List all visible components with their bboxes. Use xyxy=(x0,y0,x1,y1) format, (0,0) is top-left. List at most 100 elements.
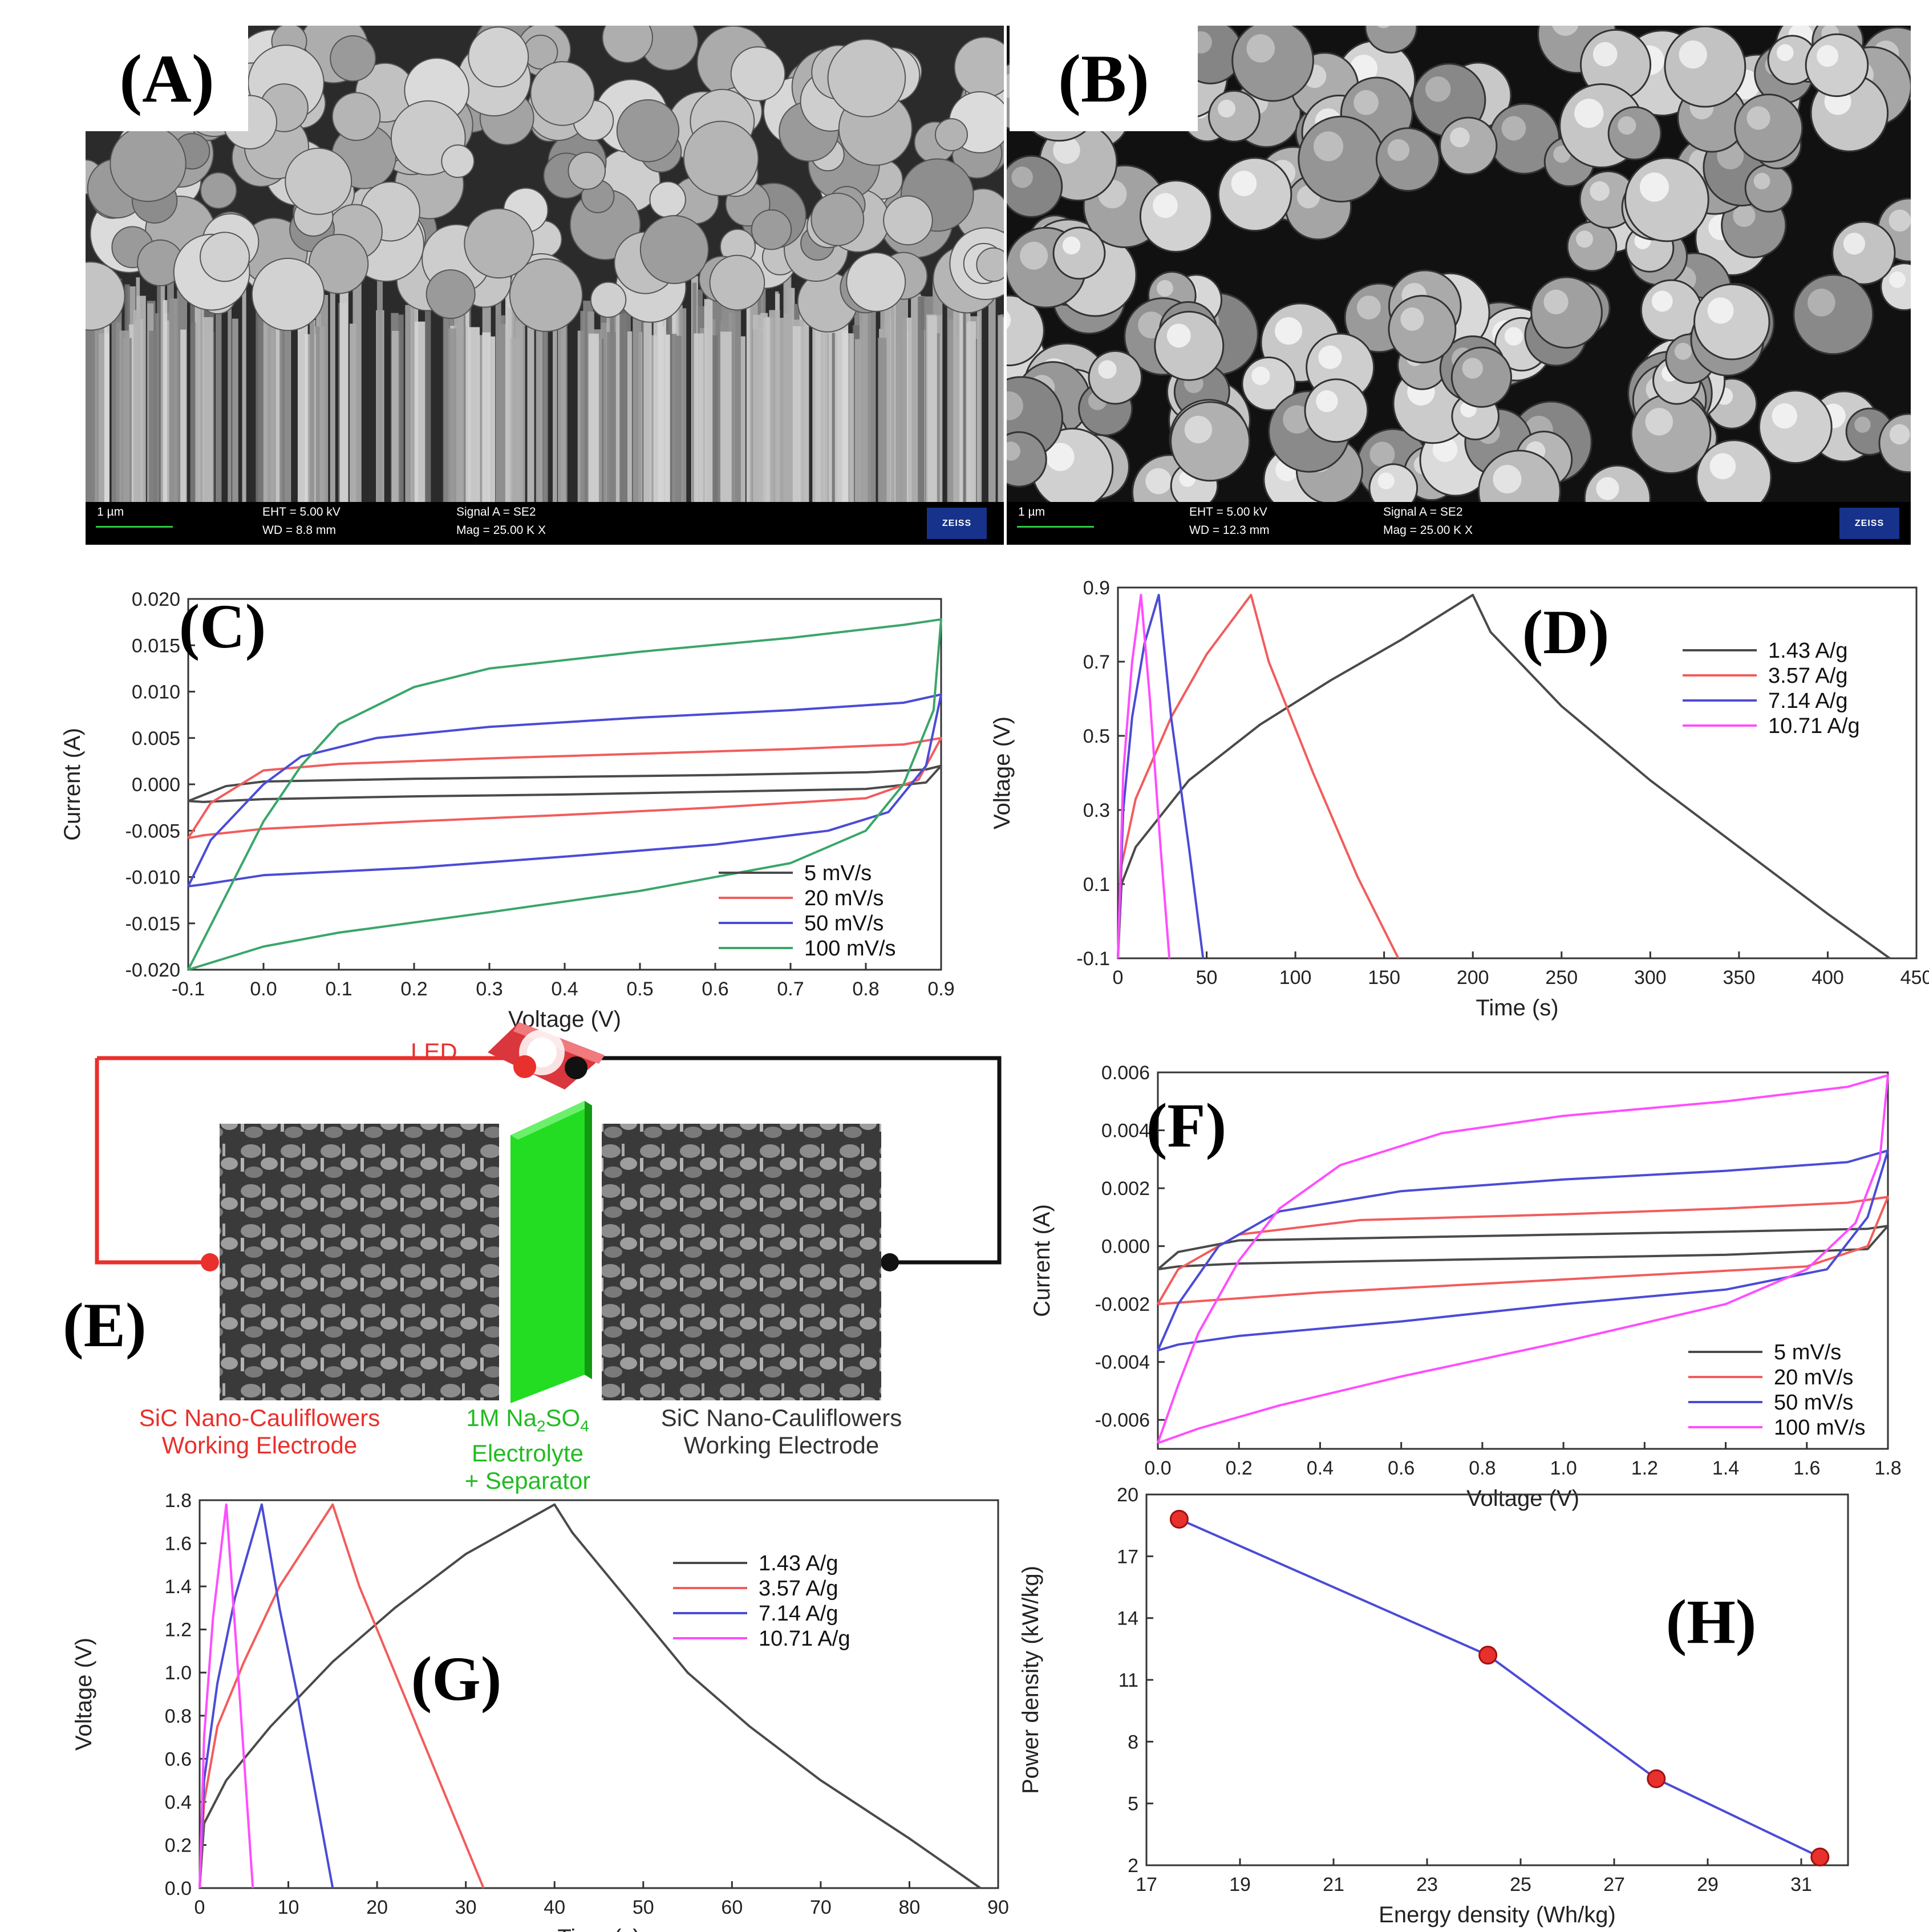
legend-label: 1.43 A/g xyxy=(1768,639,1847,663)
y-tick-label: 0.000 xyxy=(132,774,180,796)
y-tick-label: -0.002 xyxy=(1095,1294,1150,1315)
x-tick-label: 0.4 xyxy=(1307,1457,1334,1479)
y-tick-label: -0.010 xyxy=(125,867,180,889)
series-line xyxy=(198,1503,485,1889)
nanowire-forest xyxy=(86,271,1004,502)
chart-g: 0 10 20 30 40 50 60 70 80 90 0.0 0.2 0.4 0.6 0.8 1.0 1.2… xyxy=(68,1483,1009,1932)
series-line xyxy=(1157,1074,1889,1444)
legend-label: 50 mV/s xyxy=(1774,1391,1853,1415)
panel-label: (G) xyxy=(411,1644,502,1714)
panel-label: (F) xyxy=(1146,1091,1226,1160)
y-tick-label: -0.1 xyxy=(1076,948,1110,970)
y-tick-label: -0.020 xyxy=(125,959,180,981)
series-line xyxy=(1117,594,1171,959)
y-tick-label: 8 xyxy=(1128,1731,1138,1753)
x-tick-label: 90 xyxy=(987,1897,1009,1918)
chart-h: 17 19 21 23 25 27 29 31 2 5 8 11 14 17 20 Energy densit… xyxy=(1015,1477,1928,1932)
legend-label: 20 mV/s xyxy=(1774,1366,1853,1390)
legend-label: 100 mV/s xyxy=(1774,1416,1866,1440)
electrolyte-sub2: 4 xyxy=(580,1417,589,1435)
x-tick-label: 29 xyxy=(1697,1874,1719,1895)
y-tick-label: -0.006 xyxy=(1095,1409,1150,1431)
panel-label: (H) xyxy=(1666,1587,1757,1656)
x-tick-label: 450 xyxy=(1900,967,1929,989)
separator-slab xyxy=(510,1101,592,1403)
x-tick-label: 0.5 xyxy=(626,978,653,1000)
gcd-chart-d: 0 50 100 150 200 250 300 350 400 450 -0.1 0.1 0.3 0.5… xyxy=(990,577,1929,1020)
chart-d: 0 50 100 150 200 250 300 350 400 450 -0.1 0.1 0.3 0.5… xyxy=(970,565,1929,1030)
x-tick-label: 1.4 xyxy=(1712,1457,1739,1479)
x-tick-label: 0.9 xyxy=(927,978,954,1000)
data-point xyxy=(1169,1509,1189,1529)
x-tick-label: 30 xyxy=(455,1897,477,1918)
x-tick-label: 50 xyxy=(1196,967,1218,989)
red-wire xyxy=(95,1058,211,1265)
x-tick-label: 0.7 xyxy=(777,978,804,1000)
y-tick-label: 0.9 xyxy=(1083,577,1110,599)
series-line xyxy=(187,693,942,888)
x-tick-label: 21 xyxy=(1323,1874,1344,1895)
x-tick-label: 31 xyxy=(1790,1874,1812,1895)
legend-label: 5 mV/s xyxy=(1774,1340,1841,1364)
x-tick-label: 0.8 xyxy=(1469,1457,1496,1479)
x-tick-label: 100 xyxy=(1279,967,1312,989)
x-tick-label: 0.3 xyxy=(476,978,502,1000)
plot-frame xyxy=(1157,1071,1889,1450)
y-tick-label: 17 xyxy=(1117,1546,1138,1568)
legend-label: 7.14 A/g xyxy=(1768,689,1847,713)
x-tick-label: 0.4 xyxy=(551,978,578,1000)
panel-label-b: (B) xyxy=(1010,26,1198,131)
x-tick-label: 0.8 xyxy=(852,978,879,1000)
y-tick-label: 0.000 xyxy=(1101,1236,1150,1258)
wd-readout: WD = 12.3 mm xyxy=(1189,524,1270,537)
x-tick-label: 400 xyxy=(1812,967,1844,989)
x-tick-label: 1.8 xyxy=(1874,1457,1901,1479)
series-line xyxy=(1117,594,1400,959)
x-tick-label: 60 xyxy=(721,1897,743,1918)
legend-label: 100 mV/s xyxy=(804,937,896,961)
legend-label: 7.14 A/g xyxy=(759,1602,838,1626)
cauliflower-particles xyxy=(1007,26,1911,533)
panel-label: (D) xyxy=(1522,597,1610,667)
panel-label: (C) xyxy=(179,592,266,661)
zeiss-logo: ZEISS xyxy=(927,508,987,539)
y-tick-label: 1.2 xyxy=(165,1619,192,1641)
y-tick-label: 1.0 xyxy=(165,1662,192,1684)
cv-chart-c: -0.1 0.0 0.1 0.2 0.3 0.4 0.5 0.6 0.7 0.8 0.9 -0.020… xyxy=(60,589,955,1032)
x-tick-label: 300 xyxy=(1634,967,1667,989)
panel-label-e: (E) xyxy=(63,1290,147,1360)
cv-chart-f: 0.0 0.2 0.4 0.6 0.8 1.0 1.2 1.4 1.6 1.8 -0.006 -0.0… xyxy=(1030,1062,1902,1511)
y-tick-label: 0.004 xyxy=(1101,1120,1150,1142)
series-line xyxy=(188,764,942,803)
sem-info-bar-a: 1 µm EHT = 5.00 kV WD = 8.8 mm Signal A … xyxy=(86,502,1004,545)
x-tick-label: 0.6 xyxy=(702,978,728,1000)
device-diagram-e: LED (E) SiC Nano-Cauliflowers Working El… xyxy=(0,1021,1004,1494)
x-tick-label: 40 xyxy=(544,1897,565,1918)
y-tick-label: 0.3 xyxy=(1083,800,1110,821)
x-axis-label: Energy density (Wh/kg) xyxy=(1379,1902,1616,1927)
y-tick-label: 0.015 xyxy=(132,635,180,657)
x-tick-label: 1.6 xyxy=(1793,1457,1820,1479)
series-line xyxy=(1117,594,1891,959)
x-tick-label: 50 xyxy=(633,1897,654,1918)
series-line xyxy=(187,618,942,971)
series-line xyxy=(1178,1518,1821,1858)
x-tick-label: 25 xyxy=(1510,1874,1531,1895)
panel-label-a: (A) xyxy=(86,26,248,131)
y-tick-label: 2 xyxy=(1128,1855,1138,1877)
series-line xyxy=(187,736,942,840)
left-electrode-image xyxy=(220,1124,499,1400)
left-electrode-label: SiC Nano-Cauliflowers Working Electrode xyxy=(139,1404,380,1459)
legend-label: 10.71 A/g xyxy=(1768,714,1860,738)
legend-label: 20 mV/s xyxy=(804,886,884,910)
eht-readout: EHT = 5.00 kV xyxy=(262,505,341,519)
plot-frame xyxy=(198,1499,999,1889)
y-axis-label: Voltage (V) xyxy=(990,716,1015,829)
x-tick-label: 80 xyxy=(899,1897,921,1918)
legend-label: 10.71 A/g xyxy=(759,1627,850,1651)
y-tick-label: 0.006 xyxy=(1101,1062,1150,1084)
y-tick-label: 5 xyxy=(1128,1793,1138,1815)
legend-label: 3.57 A/g xyxy=(1768,664,1847,688)
electrolyte-rest: Electrolyte + Separator xyxy=(464,1440,591,1494)
